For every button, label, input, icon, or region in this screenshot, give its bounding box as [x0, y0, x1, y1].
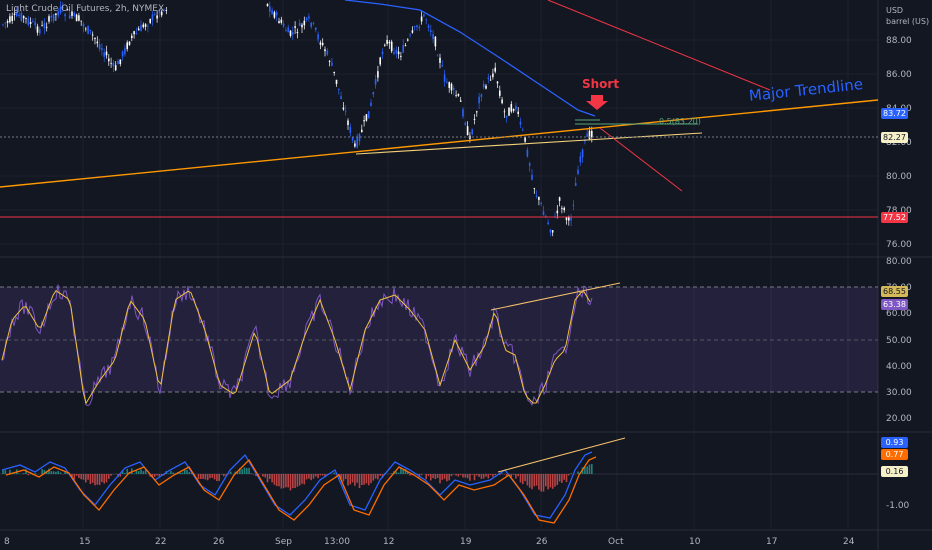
rsi-axis[interactable]: 80.00 70.00 60.00 50.00 40.00 30.00 20.0… [886, 257, 912, 424]
rsi-value-badge: 63.38 [881, 299, 908, 310]
support-trendline[interactable] [355, 132, 703, 155]
price-candles [2, 1, 593, 237]
macd-divergence-line[interactable] [497, 437, 626, 473]
svg-text:86.00: 86.00 [886, 70, 912, 80]
svg-text:40.00: 40.00 [886, 362, 912, 372]
symbol-title[interactable]: Light Crude Oil Futures, 2h, NYMEX [6, 4, 165, 14]
svg-text:19: 19 [460, 537, 472, 547]
svg-text:-1.00: -1.00 [886, 501, 910, 511]
macd-axis[interactable]: -1.00 [886, 501, 910, 511]
svg-text:76.00: 76.00 [886, 240, 912, 250]
macd-histogram [2, 464, 593, 492]
histogram-badge: 0.16 [881, 466, 908, 477]
unit-label: barrel (US) [886, 17, 930, 26]
svg-text:12: 12 [383, 537, 394, 547]
currency-label: USD [886, 6, 904, 15]
svg-text:60.00: 60.00 [886, 309, 912, 319]
svg-text:24: 24 [843, 537, 855, 547]
svg-text:15: 15 [79, 537, 90, 547]
downtrend-line[interactable] [547, 0, 771, 91]
svg-text:50.00: 50.00 [886, 336, 912, 346]
price-badge-ma: 83.72 [881, 108, 908, 119]
rsi-ma-badge: 68.55 [881, 286, 908, 297]
time-axis[interactable]: 8 15 22 26 Sep 13:00 12 19 26 Oct 10 17 … [4, 537, 855, 547]
major-trendline[interactable] [0, 99, 879, 188]
rsi-divergence-line[interactable] [490, 282, 621, 311]
macd-badge: 0.93 [881, 437, 908, 448]
svg-text:8: 8 [4, 537, 10, 547]
svg-text:80.00: 80.00 [886, 172, 912, 182]
svg-text:Sep: Sep [275, 537, 292, 547]
svg-text:80.00: 80.00 [886, 257, 912, 267]
projection-line[interactable] [599, 127, 683, 192]
price-badge-last: 82.27 [881, 132, 908, 143]
moving-average-line [344, 0, 596, 117]
fib-label: 0.5(83.20) [659, 117, 701, 126]
rsi-ma-line [1, 290, 591, 405]
svg-text:82.00: 82.00 [886, 138, 912, 148]
svg-text:13:00: 13:00 [324, 537, 350, 547]
price-badge-support: 77.52 [881, 212, 908, 223]
svg-text:22: 22 [155, 537, 166, 547]
svg-text:Oct: Oct [608, 537, 624, 547]
svg-text:26: 26 [213, 537, 225, 547]
signal-line [5, 456, 597, 524]
svg-text:78.00: 78.00 [886, 206, 912, 216]
svg-text:20.00: 20.00 [886, 414, 912, 424]
short-arrow-icon[interactable] [586, 95, 608, 110]
svg-text:88.00: 88.00 [886, 36, 912, 46]
grid-lines [0, 0, 878, 530]
svg-text:30.00: 30.00 [886, 388, 912, 398]
svg-text:10: 10 [689, 537, 701, 547]
svg-text:26: 26 [536, 537, 548, 547]
svg-text:17: 17 [766, 537, 777, 547]
short-label[interactable]: Short [582, 77, 620, 91]
signal-badge: 0.77 [881, 449, 908, 460]
